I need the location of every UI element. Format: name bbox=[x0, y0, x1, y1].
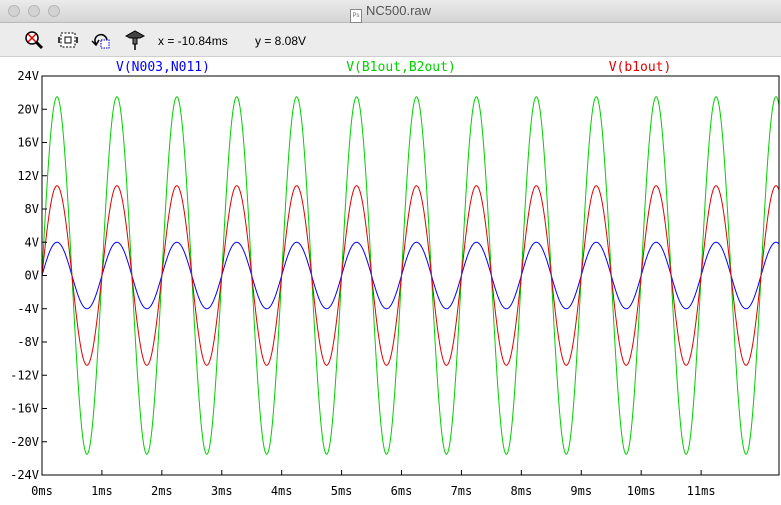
zoom-out-icon bbox=[25, 31, 44, 50]
x-tick-label: 8ms bbox=[511, 484, 533, 498]
y-tick-label: -20V bbox=[10, 435, 39, 449]
x-tick-label: 1ms bbox=[91, 484, 113, 498]
x-tick-label: 0ms bbox=[31, 484, 53, 498]
probe-icon bbox=[124, 30, 146, 50]
window-title-area: Ps NC500.raw bbox=[0, 3, 781, 23]
legend-v-b1out-b2out[interactable]: V(B1out,B2out) bbox=[346, 60, 456, 75]
x-tick-label: 3ms bbox=[211, 484, 233, 498]
x-tick-label: 7ms bbox=[451, 484, 473, 498]
x-tick-label: 10ms bbox=[627, 484, 656, 498]
close-window-button[interactable] bbox=[8, 5, 20, 17]
trace-v-n003-n011 bbox=[41, 241, 780, 310]
y-tick-label: -8V bbox=[17, 335, 39, 349]
cursor-x-readout: x = -10.84ms bbox=[158, 34, 228, 48]
zoom-window-button[interactable] bbox=[48, 5, 60, 17]
x-tick-label: 5ms bbox=[331, 484, 353, 498]
minimize-window-button[interactable] bbox=[28, 5, 40, 17]
legend-v-b1out[interactable]: V(b1out) bbox=[609, 60, 672, 75]
y-tick-label: -4V bbox=[17, 302, 39, 316]
cursor-y-readout: y = 8.08V bbox=[255, 34, 307, 48]
window-title: NC500.raw bbox=[365, 3, 432, 18]
trace-v-b1out-b2out bbox=[41, 96, 780, 455]
traces bbox=[41, 96, 780, 455]
x-tick-label: 4ms bbox=[271, 484, 293, 498]
x-tick-label: 11ms bbox=[687, 484, 716, 498]
x-tick-label: 2ms bbox=[151, 484, 173, 498]
toolbar: x = -10.84ms y = 8.08V bbox=[0, 23, 781, 57]
y-tick-label: 20V bbox=[17, 102, 39, 116]
y-tick-label: -16V bbox=[10, 402, 39, 416]
waveform-plot[interactable]: V(N003,N011) V(B1out,B2out) V(b1out) 24V 20… bbox=[0, 56, 781, 505]
legend-v-n003-n011[interactable]: V(N003,N011) bbox=[116, 60, 210, 75]
y-tick-label: 8V bbox=[25, 202, 39, 216]
zoom-fit-button[interactable] bbox=[57, 29, 79, 51]
undo-zoom-button[interactable] bbox=[90, 29, 112, 51]
window-titlebar: Ps NC500.raw bbox=[0, 0, 781, 23]
x-tick-label: 9ms bbox=[570, 484, 592, 498]
y-tick-label: -24V bbox=[10, 468, 39, 482]
trace-v-b1out bbox=[41, 185, 780, 366]
x-tick-label: 6ms bbox=[391, 484, 413, 498]
zoom-fit-icon bbox=[58, 32, 78, 48]
probe-button[interactable] bbox=[124, 29, 146, 51]
undo-zoom-icon bbox=[91, 33, 110, 49]
x-axis: 0ms 1ms 2ms 3ms 4ms 5ms 6ms 7ms 8ms 9ms 10ms 11ms bbox=[31, 470, 716, 498]
y-tick-label: 12V bbox=[17, 169, 39, 183]
y-tick-label: 4V bbox=[25, 235, 39, 249]
zoom-out-button[interactable] bbox=[23, 29, 45, 51]
file-icon: Ps bbox=[349, 9, 362, 23]
y-tick-label: 0V bbox=[25, 269, 39, 283]
y-tick-label: -12V bbox=[10, 368, 39, 382]
y-axis: 24V 20V 16V 12V 8V 4V 0V -4V -8V -12V -16V -20V -24V bbox=[10, 69, 47, 482]
y-tick-label: 16V bbox=[17, 136, 39, 150]
legend: V(N003,N011) V(B1out,B2out) V(b1out) bbox=[116, 60, 671, 75]
y-tick-label: 24V bbox=[17, 69, 39, 83]
